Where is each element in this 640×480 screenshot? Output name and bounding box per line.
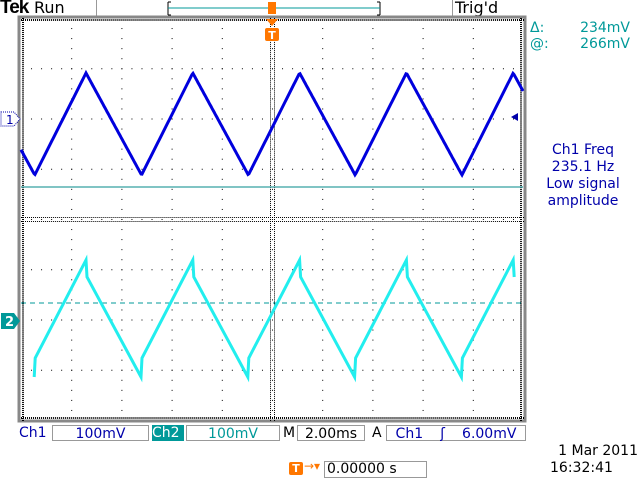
trigger-settings[interactable]: Ch1 ʃ 6.00mV <box>386 425 526 442</box>
time: 16:32:41 <box>550 460 613 476</box>
graticule <box>17 15 527 423</box>
ch1-waveform <box>19 69 525 178</box>
ch1-marker[interactable]: 1 <box>0 111 21 127</box>
ch2-marker-label: 2 <box>5 315 14 330</box>
delta-label: Δ: <box>530 20 545 36</box>
arrow-icon: →▾ <box>304 459 321 473</box>
trigger-status: Trig'd <box>455 0 499 17</box>
timebase-value[interactable]: 2.00ms <box>297 425 365 442</box>
divider <box>96 0 97 16</box>
annotation-line: 235.1 Hz <box>551 159 615 175</box>
trigger-mode: A <box>372 425 382 441</box>
ch1-label[interactable]: Ch1 <box>19 425 47 441</box>
acquisition-state: Run <box>34 0 65 17</box>
ch2-waveform <box>32 254 516 383</box>
ch2-label[interactable]: Ch2 <box>152 425 184 441</box>
trigger-marker-label: T <box>268 29 276 42</box>
record-view <box>167 1 381 16</box>
ch2-scale[interactable]: 100mV <box>186 425 280 442</box>
rising-edge-icon: ʃ <box>440 426 445 442</box>
at-value: 266mV <box>580 36 630 52</box>
cursor-readout: Δ: 234mV @: 266mV <box>530 20 630 52</box>
annotation-line: amplitude <box>547 193 619 209</box>
at-label: @: <box>530 36 549 52</box>
brand-logo: Tek <box>0 0 29 18</box>
trigger-source: Ch1 <box>395 426 424 442</box>
timebase-label: M <box>283 425 296 441</box>
divider <box>452 0 453 16</box>
ch1-marker-label: 1 <box>6 113 14 127</box>
annotation-line: Low signal <box>546 176 620 192</box>
trigger-position-value[interactable]: 0.00000 s <box>324 461 427 478</box>
trigger-level: 6.00mV <box>462 426 517 442</box>
date: 1 Mar 2011 <box>558 443 638 459</box>
trigger-offset-icon: T <box>289 462 303 475</box>
delta-value: 234mV <box>580 20 630 36</box>
trigger-position-icon[interactable]: T <box>265 19 279 42</box>
trigger-level-icon <box>511 113 518 121</box>
frequency-annotation: Ch1 Freq 235.1 Hz Low signal amplitude <box>527 142 639 210</box>
ch2-marker[interactable]: 2 <box>1 313 20 330</box>
record-trigger-icon <box>268 2 276 14</box>
datetime: 1 Mar 2011 16:32:41 <box>548 443 638 477</box>
annotation-line: Ch1 Freq <box>552 142 614 158</box>
ch1-scale[interactable]: 100mV <box>52 425 149 442</box>
